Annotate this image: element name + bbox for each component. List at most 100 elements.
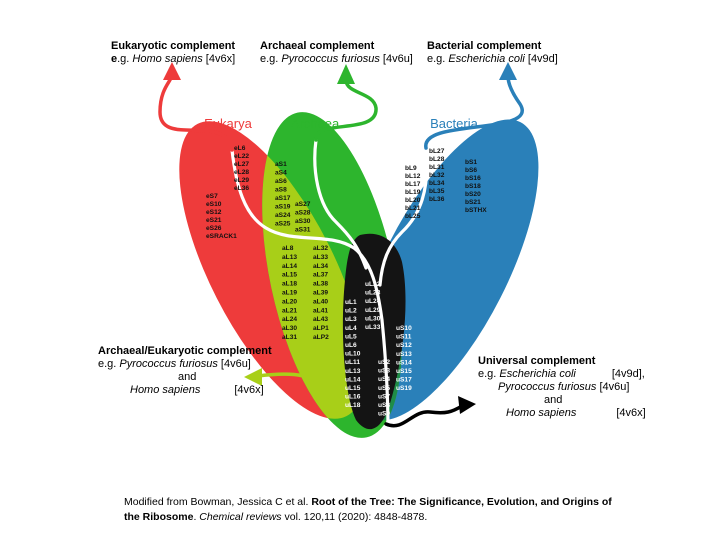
- pdb-id: [4v6u]: [379, 53, 413, 65]
- ae-example-line3: Homo sapiens [4v6x]: [98, 384, 272, 397]
- protein-label: bS18: [465, 183, 481, 190]
- protein-label: eL29: [234, 177, 249, 184]
- eukarya-label: Eukarya: [204, 116, 252, 131]
- protein-label: uS4: [378, 376, 390, 383]
- protein-label: bL35: [429, 188, 445, 195]
- protein-label: uL22: [365, 281, 381, 288]
- protein-label: bL27: [429, 148, 445, 155]
- protein-label: aL37: [313, 272, 328, 279]
- archaeal-eukaryotic-arrowhead: [244, 368, 262, 386]
- bacterial-arrowhead: [499, 62, 517, 80]
- eg: e.g.: [98, 358, 120, 370]
- protein-label: uL5: [345, 333, 357, 340]
- tree-branches: [230, 138, 429, 432]
- protein-label: aL38: [313, 281, 328, 288]
- uni-example-line1: e.g. Escherichia coli [4v9d],: [478, 368, 646, 381]
- protein-label: uL4: [345, 325, 357, 332]
- protein-label: uS11: [396, 334, 412, 341]
- caption-journal: Chemical reviews: [199, 511, 282, 523]
- bacterial-arrow: [424, 74, 524, 150]
- archaeal-arrow: [314, 78, 378, 142]
- archaeal-eukaryotic-complement-label: Archaeal/Eukaryotic complement e.g. Pyro…: [98, 345, 272, 397]
- protein-label: bL20: [405, 197, 421, 204]
- protein-label: aL13: [282, 254, 297, 261]
- protein-label: uL30: [365, 315, 381, 322]
- protein-label: uL11: [345, 359, 360, 366]
- protein-label: bL32: [429, 172, 445, 179]
- protein-label: eS10: [206, 201, 222, 208]
- species-homo-sapiens: Homo sapiens: [130, 384, 201, 396]
- protein-label: uL13: [345, 368, 361, 375]
- protein-label: uL2: [345, 308, 357, 315]
- uni-example-line2: Pyrococcus furiosus [4v6u]: [478, 381, 646, 394]
- universal-core: [342, 233, 406, 430]
- protein-label: aL19: [282, 290, 297, 297]
- protein-label: uL14: [345, 376, 361, 383]
- protein-label: uS13: [396, 351, 412, 358]
- universal-arrowhead: [458, 396, 476, 414]
- protein-label: uL16: [345, 394, 361, 401]
- protein-label: aL20: [282, 298, 297, 305]
- protein-label: uL3: [345, 316, 357, 323]
- protein-label: bL25: [405, 213, 421, 220]
- bacteria-label: Bacteria: [430, 116, 478, 131]
- protein-label: bS20: [465, 191, 481, 198]
- protein-label: aS30: [295, 218, 311, 225]
- and-text: and: [544, 394, 563, 406]
- protein-label: aS17: [275, 195, 291, 202]
- species-pyrococcus: Pyrococcus furiosus: [281, 53, 380, 65]
- protein-label: uS5: [378, 385, 390, 392]
- uni-example-line4: Homo sapiens [4v6x]: [478, 407, 646, 420]
- protein-label: uL18: [345, 402, 361, 409]
- ae-example-line1: e.g. Pyrococcus furiosus [4v6u]: [98, 358, 272, 371]
- protein-label: aS6: [275, 178, 287, 185]
- species-pyrococcus: Pyrococcus furiosus: [498, 381, 597, 393]
- protein-label: uL15: [345, 385, 361, 392]
- protein-label: bL12: [405, 173, 421, 180]
- protein-label: aL32: [313, 245, 328, 252]
- pdb-id: [4v6u]: [596, 381, 630, 393]
- and-text: and: [178, 371, 197, 383]
- protein-label: uS3: [378, 368, 390, 375]
- protein-label: aL40: [313, 298, 328, 305]
- universal-arrow: [384, 404, 464, 428]
- eg-bold: e: [111, 53, 118, 65]
- protein-label: aS25: [275, 221, 291, 228]
- protein-label: aL33: [313, 254, 328, 261]
- protein-label: aL21: [282, 307, 297, 314]
- protein-label: aL31: [282, 334, 297, 341]
- protein-label: uS7: [378, 393, 390, 400]
- pdb-id: [4v6x]: [616, 407, 646, 419]
- protein-label: uL10: [345, 351, 361, 358]
- eg: e.g.: [478, 368, 500, 380]
- species-homo-sapiens: Homo sapiens: [506, 407, 577, 419]
- pdb-id: [4v6x]: [234, 384, 264, 396]
- protein-label: uL23: [365, 290, 381, 297]
- protein-label: eS26: [206, 225, 222, 232]
- bacterial-complement-label: Bacterial complement e.g. Escherichia co…: [427, 40, 558, 66]
- caption-suffix: vol. 120,11 (2020): 4848-4878.: [281, 511, 428, 523]
- protein-label: bS21: [465, 199, 481, 206]
- protein-label: aS24: [275, 212, 291, 219]
- protein-label: aS27: [295, 201, 311, 208]
- protein-label: aL34: [313, 263, 328, 270]
- archaeal-arrowhead: [337, 64, 355, 84]
- protein-label: aS8: [275, 187, 287, 194]
- protein-label: eL27: [234, 161, 249, 168]
- protein-label: bS6: [465, 167, 477, 174]
- protein-label: eS21: [206, 217, 222, 224]
- protein-label: aS31: [295, 227, 311, 234]
- protein-label: eL22: [234, 153, 249, 160]
- archaeal-complement-title: Archaeal complement: [260, 40, 375, 52]
- protein-label: uS2: [378, 359, 390, 366]
- caption-sep: .: [193, 511, 200, 523]
- protein-label: aL18: [282, 281, 297, 288]
- protein-label: uS19: [396, 385, 412, 392]
- species-homo-sapiens: Homo sapiens: [132, 53, 203, 65]
- protein-label: eS12: [206, 209, 222, 216]
- protein-label: eS7: [206, 193, 218, 200]
- protein-label: uL29: [365, 307, 381, 314]
- protein-label: aL15: [282, 272, 297, 279]
- eukaryotic-complement-label: Eukaryotic complement e.g. Homo sapiens …: [111, 40, 235, 66]
